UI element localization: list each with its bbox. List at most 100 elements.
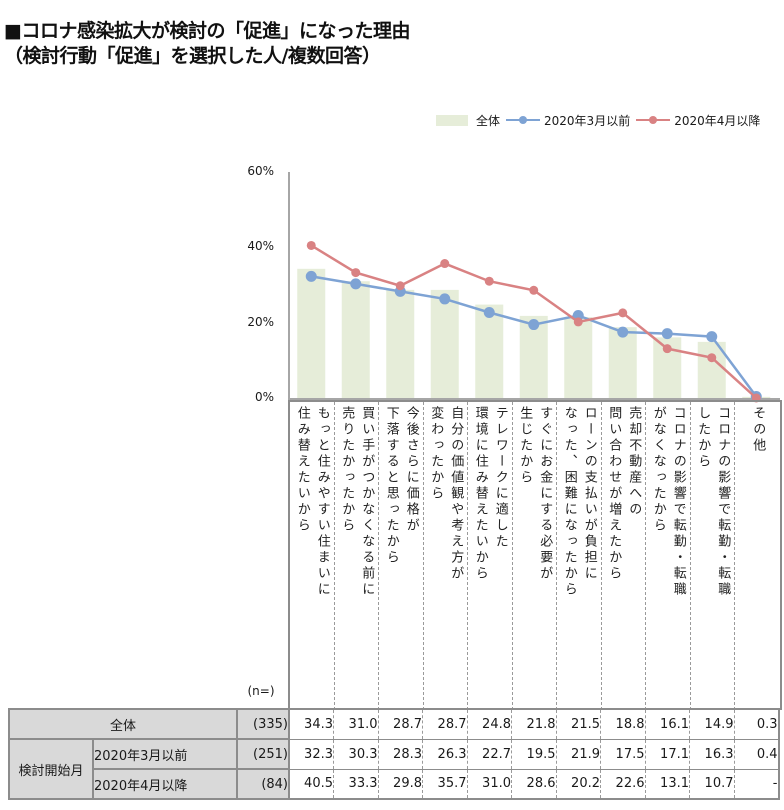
category-label-line: がなくなったから	[650, 406, 666, 534]
cell: 28.3	[378, 738, 423, 770]
data-point	[661, 328, 673, 340]
category-label-line: もっと住みやすい住まいに	[314, 406, 330, 598]
cell: 18.8	[600, 708, 646, 740]
category-label-line: 問い合わせが増えたから	[606, 406, 622, 582]
cell: -	[734, 768, 780, 800]
category-label-line: したから	[695, 406, 711, 470]
table-row-all: 全体 (335) 34.3 31.0 28.7 28.7 24.8 21.8 2…	[8, 708, 780, 740]
bar	[297, 268, 326, 398]
data-point	[305, 270, 317, 282]
category-label: ローンの支払いが負担に なった、困難になったから	[557, 402, 602, 710]
cell: 35.7	[422, 768, 468, 800]
category-label-line: その他	[750, 406, 766, 454]
cell: 21.8	[511, 708, 557, 740]
category-label-line: 生じたから	[517, 406, 533, 486]
category-labels: もっと住みやすい住まいに 住み替えたいから 買い手がつかなくなる前に 売りたかったから…	[288, 400, 782, 710]
legend-label-april: 2020年4月以降	[674, 113, 761, 128]
bar	[608, 327, 637, 398]
data-point	[707, 353, 717, 363]
data-point	[351, 268, 361, 278]
bar	[564, 317, 593, 398]
row-n-april: (84)	[236, 768, 290, 800]
cell: 22.6	[600, 768, 646, 800]
category-label-line: コロナの影響で転勤・転職	[715, 406, 731, 598]
data-point	[528, 319, 540, 331]
category-label-line: 自分の価値観や考え方が	[448, 406, 464, 582]
chart-subtitle: （検討行動「促進」を選択した人/複数回答）	[4, 45, 381, 67]
cell: 29.8	[378, 768, 423, 800]
cell: 14.9	[689, 708, 735, 740]
cell: 22.7	[467, 738, 512, 770]
data-point	[572, 310, 584, 322]
table-row-march: 検討開始月 2020年3月以前 (251) 32.3 30.3 28.3 26.…	[8, 738, 780, 800]
data-point	[662, 344, 672, 354]
bar	[430, 289, 459, 398]
cell: 31.0	[333, 708, 379, 740]
cell: 28.6	[511, 768, 557, 800]
row-n-march: (251)	[236, 738, 290, 770]
row-label-april: 2020年4月以降	[92, 768, 238, 800]
cell: 31.0	[467, 768, 512, 800]
category-label-line: 買い手がつかなくなる前に	[359, 406, 375, 598]
legend-label-all: 全体	[476, 113, 501, 128]
category-label: コロナの影響で転勤・転職 がなくなったから	[646, 402, 691, 710]
cell: 17.5	[600, 738, 646, 770]
y-tick-40: 40%	[247, 239, 274, 253]
data-point	[395, 281, 405, 291]
row-label-march: 2020年3月以前	[92, 738, 238, 770]
y-tick-20: 20%	[247, 315, 274, 329]
row-n-all: (335)	[236, 708, 290, 740]
category-label: 自分の価値観や考え方が 変わったから	[424, 402, 468, 710]
category-label-line: 今後さらに価格が	[403, 406, 419, 534]
category-label-line: なった、困難になったから	[561, 406, 577, 598]
category-label: もっと住みやすい住まいに 住み替えたいから	[290, 402, 335, 710]
category-label-line: 住み替えたいから	[294, 406, 310, 534]
bar	[475, 304, 504, 398]
cell: 19.5	[511, 738, 557, 770]
legend-bar-swatch	[436, 114, 468, 126]
bar	[341, 281, 370, 398]
bar	[386, 289, 415, 398]
cell: 34.3	[289, 708, 334, 740]
cell: 30.3	[333, 738, 379, 770]
cell: 21.5	[556, 708, 601, 740]
data-point	[439, 293, 451, 305]
y-tick-60: 60%	[247, 164, 274, 178]
category-label: コロナの影響で転勤・転職 したから	[691, 402, 735, 710]
data-point	[306, 240, 316, 250]
cell: 26.3	[422, 738, 468, 770]
n-label: (n=)	[247, 684, 275, 698]
category-label-line: 変わったから	[428, 406, 444, 502]
plot-area	[288, 172, 780, 403]
legend-line-swatch-march	[506, 116, 541, 124]
category-label-line: すぐにお金にする必要が	[537, 406, 553, 582]
cell: 17.1	[645, 738, 690, 770]
category-label-line: 売却不動産への	[626, 406, 642, 518]
data-point	[350, 278, 362, 290]
data-point	[529, 285, 539, 295]
category-label-line: ローンの支払いが負担に	[581, 406, 597, 582]
cell: 0.3	[734, 708, 780, 740]
cell: 28.7	[378, 708, 423, 740]
cell: 32.3	[289, 738, 334, 770]
data-point	[484, 276, 494, 286]
cell: 24.8	[467, 708, 512, 740]
cell: 13.1	[645, 768, 690, 800]
category-label: 売却不動産への 問い合わせが増えたから	[602, 402, 646, 710]
cell: 20.2	[556, 768, 601, 800]
data-point	[573, 317, 583, 327]
cell: 40.5	[289, 768, 334, 800]
category-label-line: 環境に住み替えたいから	[472, 406, 488, 582]
legend-line-swatch-april	[636, 116, 671, 124]
category-label-line: 下落すると思ったから	[383, 406, 399, 566]
cell: 21.9	[556, 738, 601, 770]
cell: 10.7	[689, 768, 735, 800]
y-tick-0: 0%	[254, 390, 274, 404]
cell: 0.4	[734, 738, 780, 770]
row-label-all: 全体	[8, 708, 238, 740]
category-label-line: 売りたかったから	[339, 406, 355, 534]
category-label-line: テレワークに適した	[492, 406, 508, 550]
data-point	[618, 308, 628, 318]
category-label: テレワークに適した 環境に住み替えたいから	[468, 402, 513, 710]
data-point	[617, 326, 629, 338]
